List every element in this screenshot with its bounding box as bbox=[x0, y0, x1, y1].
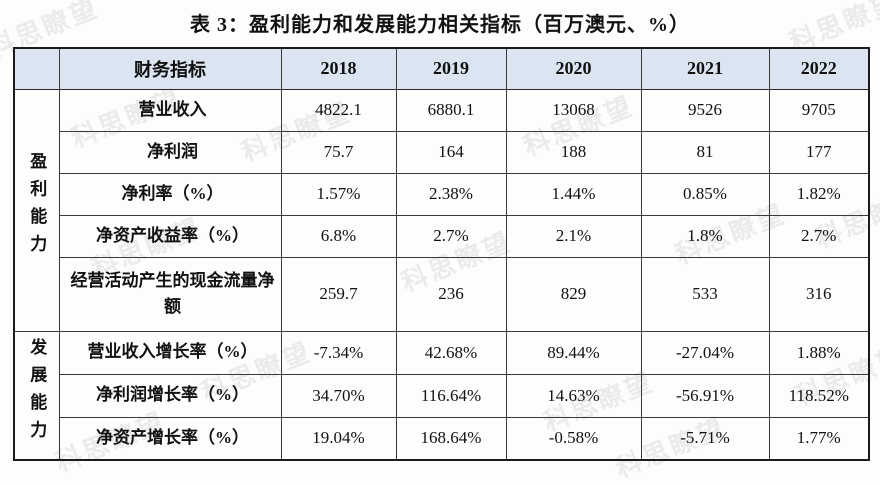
header-corner-cell bbox=[13, 47, 60, 90]
table-row: 净利润增长率（%） 34.70% 116.64% 14.63% -56.91% … bbox=[14, 373, 870, 418]
group-label-development: 发展能力 bbox=[13, 330, 60, 461]
cell-value: 829 bbox=[505, 256, 642, 332]
row-label: 净利率（%） bbox=[58, 172, 282, 216]
row-label: 营业收入增长率（%） bbox=[58, 330, 282, 375]
row-label: 净利润 bbox=[58, 130, 282, 174]
cell-value: 116.64% bbox=[395, 373, 507, 418]
cell-value: 9705 bbox=[768, 88, 870, 132]
cell-value: 34.70% bbox=[280, 373, 397, 418]
cell-value: 177 bbox=[768, 130, 870, 174]
cell-value: -27.04% bbox=[640, 330, 770, 375]
cell-value: 4822.1 bbox=[280, 88, 397, 132]
row-label: 净利润增长率（%） bbox=[58, 373, 282, 418]
cell-value: -7.34% bbox=[280, 330, 397, 375]
table-row: 盈利能力 营业收入 4822.1 6880.1 13068 9526 9705 bbox=[13, 88, 870, 332]
cell-value: 118.52% bbox=[768, 373, 870, 418]
cell-value: 6.8% bbox=[280, 214, 397, 258]
cell-value: 42.68% bbox=[395, 330, 507, 375]
header-indicator: 财务指标 bbox=[58, 47, 282, 90]
cell-value: 1.44% bbox=[505, 172, 642, 216]
cell-value: 1.77% bbox=[768, 416, 870, 461]
cell-value: -5.71% bbox=[640, 416, 770, 461]
cell-value: 1.57% bbox=[280, 172, 397, 216]
cell-value: 89.44% bbox=[505, 330, 642, 375]
row-label: 营业收入 bbox=[58, 88, 282, 132]
cell-value: 236 bbox=[395, 256, 507, 332]
cell-value: 1.82% bbox=[768, 172, 870, 216]
row-label: 净资产收益率（%） bbox=[58, 214, 282, 258]
cell-value: 168.64% bbox=[395, 416, 507, 461]
cell-value: 81 bbox=[640, 130, 770, 174]
cell-value: -56.91% bbox=[640, 373, 770, 418]
cell-value: -0.58% bbox=[505, 416, 642, 461]
cell-value: 1.8% bbox=[640, 214, 770, 258]
header-year-2021: 2021 bbox=[640, 47, 770, 90]
cell-value: 1.88% bbox=[768, 330, 870, 375]
header-year-2022: 2022 bbox=[768, 47, 870, 90]
cell-value: 13068 bbox=[505, 88, 642, 132]
cell-value: 19.04% bbox=[280, 416, 397, 461]
table-row: 发展能力 营业收入增长率（%） -7.34% 42.68% 89.44% -27… bbox=[13, 330, 870, 461]
table-row: 净利率（%） 1.57% 2.38% 1.44% 0.85% 1.82% bbox=[14, 172, 870, 216]
cell-value: 2.7% bbox=[395, 214, 507, 258]
cell-value: 2.7% bbox=[768, 214, 870, 258]
cell-value: 9526 bbox=[640, 88, 770, 132]
financial-indicators-table: 财务指标 2018 2019 2020 2021 2022 盈利能力 营业收入 … bbox=[13, 47, 870, 461]
row-label: 净资产增长率（%） bbox=[58, 416, 282, 461]
cell-value: 533 bbox=[640, 256, 770, 332]
cell-value: 316 bbox=[768, 256, 870, 332]
header-year-2020: 2020 bbox=[505, 47, 642, 90]
cell-value: 259.7 bbox=[280, 256, 397, 332]
table-row: 经营活动产生的现金流量净额 259.7 236 829 533 316 bbox=[14, 256, 870, 332]
cell-value: 14.63% bbox=[505, 373, 642, 418]
header-year-2019: 2019 bbox=[395, 47, 507, 90]
table-title: 表 3：盈利能力和发展能力相关指标（百万澳元、%） bbox=[190, 14, 690, 36]
cell-value: 164 bbox=[395, 130, 507, 174]
cell-value: 188 bbox=[505, 130, 642, 174]
row-label: 经营活动产生的现金流量净额 bbox=[58, 256, 282, 332]
group-label-text: 盈利能力 bbox=[27, 152, 47, 263]
table-row: 净资产收益率（%） 6.8% 2.7% 2.1% 1.8% 2.7% bbox=[14, 214, 870, 258]
cell-value: 75.7 bbox=[280, 130, 397, 174]
table-row: 净资产增长率（%） 19.04% 168.64% -0.58% -5.71% 1… bbox=[14, 416, 870, 461]
group-label-profitability: 盈利能力 bbox=[13, 88, 60, 332]
table-row: 净利润 75.7 164 188 81 177 bbox=[14, 130, 870, 174]
header-year-2018: 2018 bbox=[280, 47, 397, 90]
cell-value: 0.85% bbox=[640, 172, 770, 216]
group-label-text: 发展能力 bbox=[27, 337, 47, 448]
cell-value: 2.38% bbox=[395, 172, 507, 216]
header-row: 财务指标 2018 2019 2020 2021 2022 bbox=[13, 47, 870, 90]
cell-value: 6880.1 bbox=[395, 88, 507, 132]
cell-value: 2.1% bbox=[505, 214, 642, 258]
